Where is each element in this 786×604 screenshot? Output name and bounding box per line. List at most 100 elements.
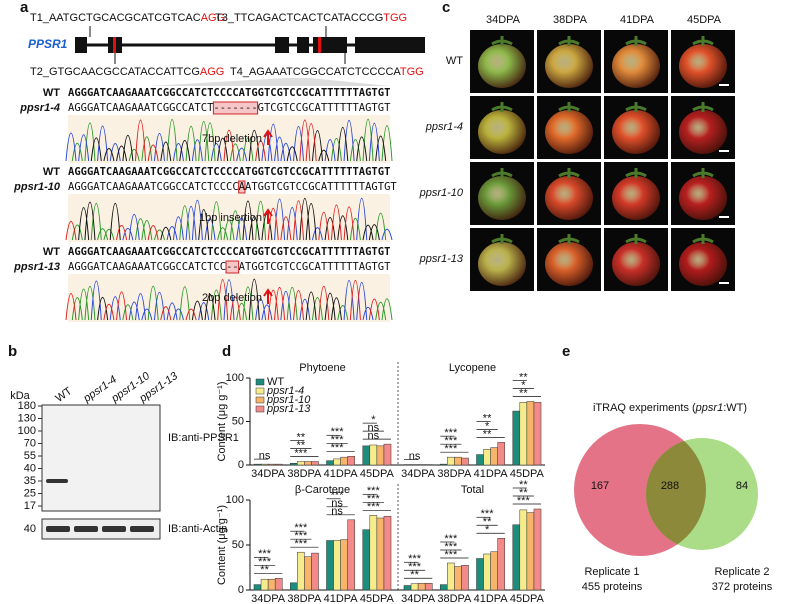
- guide-t3: T3_TTCAGACTCACTCATACCCGTGG: [215, 12, 407, 24]
- bar: [304, 461, 312, 466]
- bar: [490, 447, 498, 466]
- arrow: [263, 208, 273, 224]
- bar: [454, 456, 462, 466]
- bar: [274, 578, 283, 591]
- bar: [410, 583, 419, 591]
- guide-t1: T1_AATGCTGCACGCATCGTCACAGG: [30, 12, 225, 24]
- bar: [383, 515, 392, 591]
- scale-bar: [719, 84, 729, 86]
- chromatogram-bg: [68, 115, 390, 163]
- tomato: [612, 44, 660, 88]
- x-tick-label: 34DPA: [401, 468, 436, 480]
- sig-label: **: [519, 387, 528, 399]
- bar: [447, 562, 455, 591]
- venn-title-part: ppsr1: [695, 402, 724, 414]
- y-tick-label: 100: [226, 372, 244, 384]
- chromatogram-trace: [122, 198, 393, 241]
- legend-swatch: [255, 378, 265, 386]
- sig-label: ns: [331, 498, 343, 510]
- bar: [439, 463, 448, 466]
- row-label: ppsr1-10: [419, 187, 464, 199]
- chromatogram-trace: [78, 198, 380, 241]
- arrow: [263, 129, 273, 145]
- bar: [253, 463, 262, 466]
- bar: [369, 515, 378, 591]
- gene-model: [75, 26, 425, 86]
- blot-frame: [41, 404, 161, 540]
- bar: [311, 552, 319, 591]
- sig-label: ***: [258, 548, 272, 560]
- sig-label: **: [483, 516, 492, 528]
- x-tick-label: 41DPA: [474, 593, 509, 604]
- bar: [297, 461, 305, 466]
- kda-marker: 55: [24, 450, 36, 462]
- chromatogram-trace: [90, 126, 387, 162]
- bar: [274, 463, 283, 466]
- tomato: [545, 176, 593, 220]
- venn-diagram: [574, 424, 758, 556]
- guide-t2: T2_GTGCAACGCCATACCATTCGAGG: [30, 66, 224, 78]
- wt-label: WT: [43, 166, 60, 178]
- row-label: ppsr1-13: [419, 253, 464, 265]
- calyx: [625, 36, 647, 46]
- sig-label: **: [519, 371, 528, 383]
- sig-label: ***: [331, 490, 345, 502]
- y-axis-label: Content (μg g⁻¹): [216, 505, 228, 585]
- column-label: 38DPA: [553, 14, 588, 26]
- x-tick-label: 41DPA: [474, 468, 509, 480]
- bar: [512, 524, 521, 591]
- sig-label: **: [519, 479, 528, 491]
- bar: [519, 509, 528, 591]
- column-label: 41DPA: [620, 14, 655, 26]
- mutant-sequence: AGGGATCAAGAAATCGGCCATCTCC--ATGGTCGTCCGCA…: [68, 261, 391, 273]
- sig-label: **: [483, 412, 492, 424]
- bar: [260, 578, 269, 591]
- calyx: [625, 234, 647, 244]
- bar: [362, 445, 371, 466]
- calyx: [491, 36, 513, 46]
- sig-label: ***: [294, 522, 308, 534]
- pam: TGG: [383, 12, 407, 24]
- y-tick-label: 0: [238, 459, 244, 471]
- sig-label: ***: [367, 485, 381, 497]
- venn-count: 167: [591, 480, 609, 492]
- sig-label: **: [260, 564, 269, 576]
- venn-set-total: 372 proteins: [712, 581, 773, 593]
- y-tick-label: 0: [238, 584, 244, 596]
- bar: [461, 457, 469, 466]
- bar: [476, 454, 484, 466]
- bar: [483, 449, 491, 466]
- wt-sequence: AGGGATCAAGAAATCGGCCATCTCCCCATGGTCGTCCGCA…: [68, 87, 390, 99]
- calyx: [491, 102, 513, 112]
- x-tick-label: 38DPA: [437, 468, 472, 480]
- pam: TGG: [400, 66, 424, 78]
- bar: [383, 443, 392, 466]
- kda-marker: 100: [18, 425, 36, 437]
- chromatogram-trace: [90, 279, 374, 321]
- bar: [439, 584, 448, 591]
- tomato: [478, 44, 526, 88]
- legend-label: WT: [267, 376, 284, 388]
- tomato: [679, 110, 727, 154]
- bar: [369, 444, 378, 466]
- calyx: [692, 234, 714, 244]
- sig-label: ***: [444, 541, 458, 553]
- wt-label: WT: [43, 87, 60, 99]
- sig-label: ***: [517, 495, 531, 507]
- probe-label: IB:anti-Actin: [168, 523, 227, 535]
- legend-swatch: [255, 387, 265, 395]
- calyx: [625, 168, 647, 178]
- chromatogram-trace: [65, 200, 355, 241]
- sig-label: ***: [481, 508, 495, 520]
- sig-label: ***: [331, 434, 345, 446]
- calyx: [558, 102, 580, 112]
- calyx: [692, 168, 714, 178]
- calyx: [491, 168, 513, 178]
- x-tick-label: 45DPA: [510, 468, 545, 480]
- bar: [403, 585, 412, 591]
- y-tick-label: 100: [226, 494, 244, 506]
- venn-count: 84: [736, 480, 748, 492]
- sig-label: *: [521, 379, 526, 391]
- mutant-sequence: AGGGATCAAGAAATCGGCCATCT-------GTCGTCCGCA…: [68, 102, 391, 114]
- arrow: [263, 288, 273, 304]
